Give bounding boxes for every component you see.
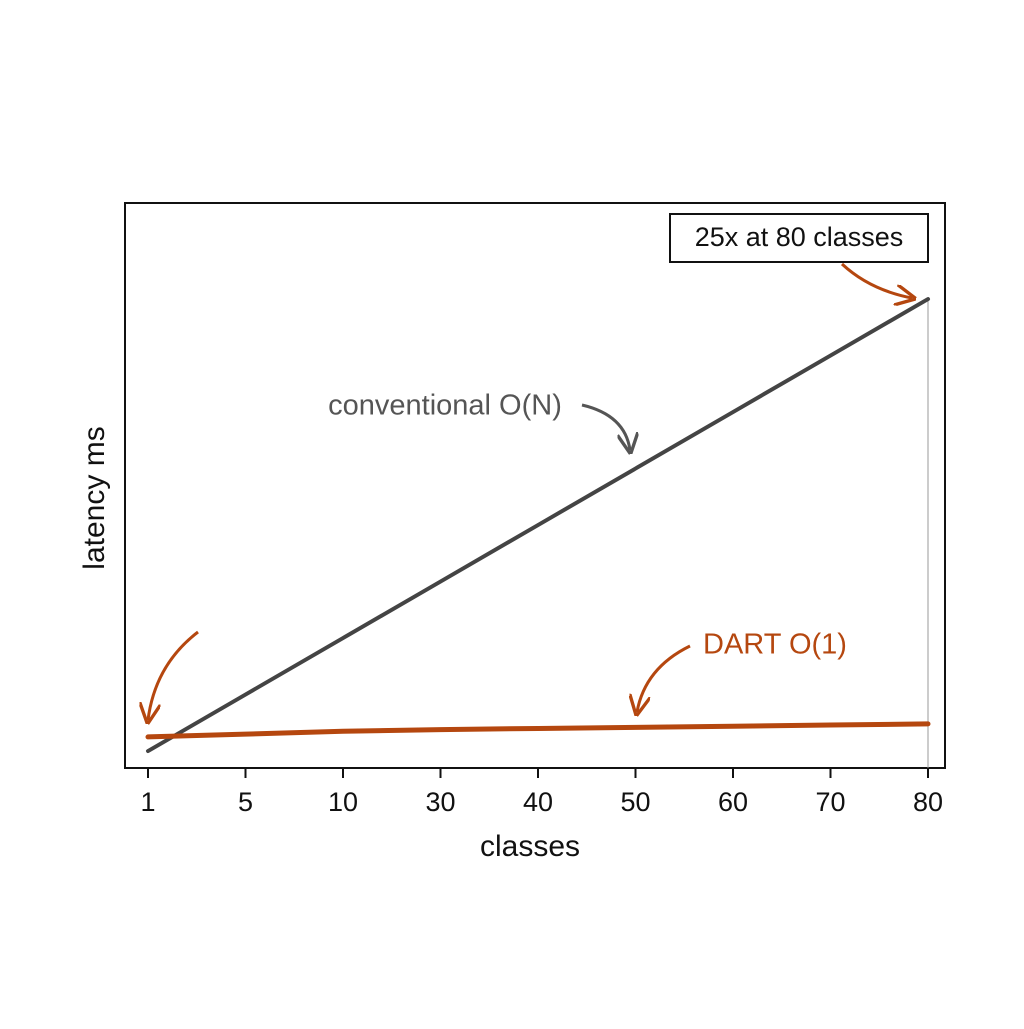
series-label: conventional O(N) bbox=[328, 390, 562, 422]
annotation: 25x at 80 classes bbox=[695, 222, 904, 252]
x-tick-label: 50 bbox=[620, 787, 650, 817]
x-tick-label: 70 bbox=[815, 787, 845, 817]
plot-frame bbox=[124, 202, 946, 769]
series-line bbox=[145, 721, 931, 740]
annotation-box bbox=[669, 213, 929, 263]
label-arrow bbox=[637, 644, 691, 712]
label-arrow bbox=[581, 403, 630, 450]
x-tick-label: 30 bbox=[425, 787, 455, 817]
x-tick-label: 60 bbox=[718, 787, 748, 817]
x-axis-label: classes bbox=[480, 830, 580, 863]
annotation-arrow bbox=[840, 262, 912, 298]
series-line bbox=[146, 297, 930, 754]
x-tick-label: 80 bbox=[913, 787, 943, 817]
x-tick-label: 5 bbox=[238, 787, 253, 817]
x-tick-label: 10 bbox=[328, 787, 358, 817]
start-arrow bbox=[148, 630, 199, 720]
y-axis-label: latency ms bbox=[78, 426, 111, 569]
series-label: DART O(1) bbox=[703, 629, 847, 661]
x-tick-label: 40 bbox=[523, 787, 553, 817]
x-tick-label: 1 bbox=[140, 787, 155, 817]
